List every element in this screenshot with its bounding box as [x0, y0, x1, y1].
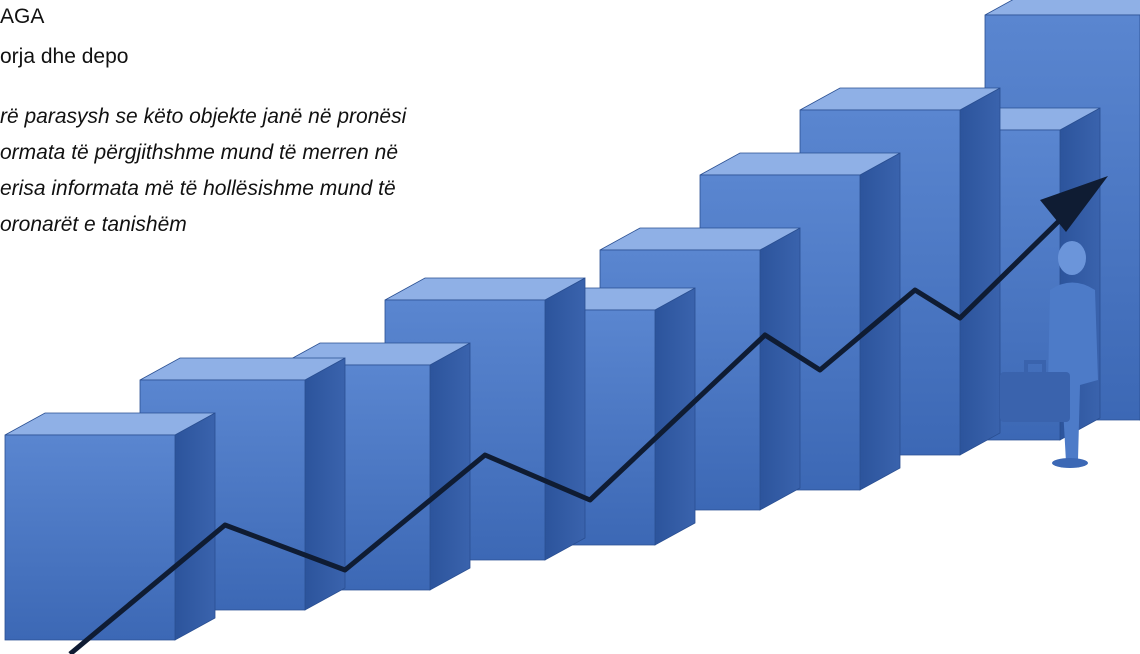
figure: [1000, 241, 1098, 468]
body-line: erisa informata më të hollësishme mund t…: [0, 177, 396, 200]
box-face: [429, 342, 471, 591]
bars: [4, 0, 1140, 641]
title: AGA: [0, 5, 45, 28]
box-face: [759, 227, 801, 511]
subtitle: orja dhe depo: [0, 45, 129, 68]
arrow-head: [1040, 176, 1108, 232]
body-line: ormata të përgjithshme mund të merren në: [0, 141, 399, 164]
box-face: [959, 87, 1001, 456]
body-line: rë parasysh se këto objekte janë në pron…: [0, 105, 407, 128]
trend-line: [68, 216, 1064, 654]
box-face: [4, 434, 176, 641]
box-face: [304, 357, 346, 611]
box-face: [174, 412, 216, 641]
box-face: [544, 277, 586, 561]
box-face: [984, 0, 1140, 16]
body-line: oronarët e tanishëm: [0, 213, 187, 236]
